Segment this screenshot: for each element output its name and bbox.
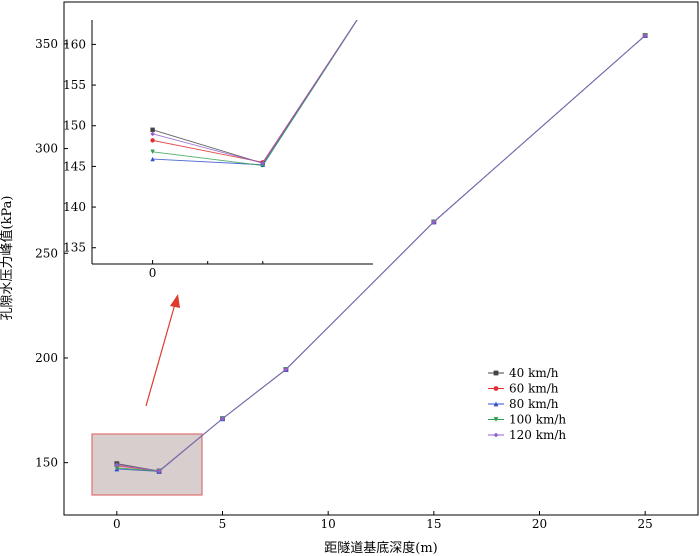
inset-data-point [150,127,155,132]
inset-data [150,20,358,168]
legend-label: 120 km/h [509,428,566,442]
y-tick-label: 250 [35,246,58,260]
legend-marker [493,432,499,438]
legend-label: 40 km/h [509,366,559,380]
series-line-4 [116,35,646,472]
main-chart-layer: 0 5 10 15 20 25 150 200 250 300 350 [35,33,653,531]
x-axis-title: 距隧道基底深度(m) [324,540,437,556]
x-tick-label: 25 [638,517,653,531]
data-point [114,465,120,471]
legend-marker [493,401,499,407]
main-plot-frame [63,1,699,516]
inset-data-point [150,149,155,154]
inset-series-line-1 [152,20,358,163]
inset-chart-layer: 0 135 140 145 150 155 160 [63,20,358,280]
zoom-region-box [91,433,203,496]
inset-y-tick-label: 140 [63,200,86,214]
legend-marker [493,417,499,422]
data-point [431,219,437,225]
y-tick-label: 350 [35,37,58,51]
legend-marker [493,386,499,391]
x-tick-label: 10 [321,517,336,531]
legend-label: 80 km/h [509,397,559,411]
inset-y-tick-label: 135 [63,241,86,255]
inset-y-tick-label: 150 [63,119,86,133]
inset-data-point [150,156,155,162]
x-tick-label: 0 [113,517,121,531]
series-line-3 [116,35,646,472]
series-line-1 [116,35,646,472]
series-line-2 [116,35,646,472]
inset-x-tick-label: 0 [149,266,157,280]
inset-y-tick-label: 160 [63,37,86,51]
inset-y-tick-label: 145 [63,159,86,173]
inset-series-line-4 [152,20,358,164]
y-tick-label: 200 [35,351,58,365]
inset-series-line-0 [152,20,358,164]
inset-data-point [260,163,266,168]
inset-data-point [260,160,266,166]
legend-label: 60 km/h [509,382,559,396]
y-axis-title: 孔隙水压力峰值(kPa) [0,196,15,321]
data-point [114,462,120,468]
inset-data-point [150,138,155,143]
zoom-arrow-head [170,294,180,308]
x-tick-label: 15 [426,517,441,531]
y-tick-label: 150 [35,456,58,470]
inset-series-line-3 [152,20,358,167]
data-point [220,416,225,422]
data-point [156,468,162,474]
y-tick-label: 300 [35,142,58,156]
inset-data-point [150,131,155,137]
data-point [283,367,289,372]
inset-y-tick-label: 155 [63,78,86,92]
legend-marker [493,370,499,376]
x-tick-label: 20 [532,517,547,531]
legend-label: 100 km/h [509,413,566,427]
series-line-0 [116,35,646,472]
zoom-arrow [145,303,176,407]
data-point [642,33,648,38]
x-tick-label: 5 [219,517,227,531]
